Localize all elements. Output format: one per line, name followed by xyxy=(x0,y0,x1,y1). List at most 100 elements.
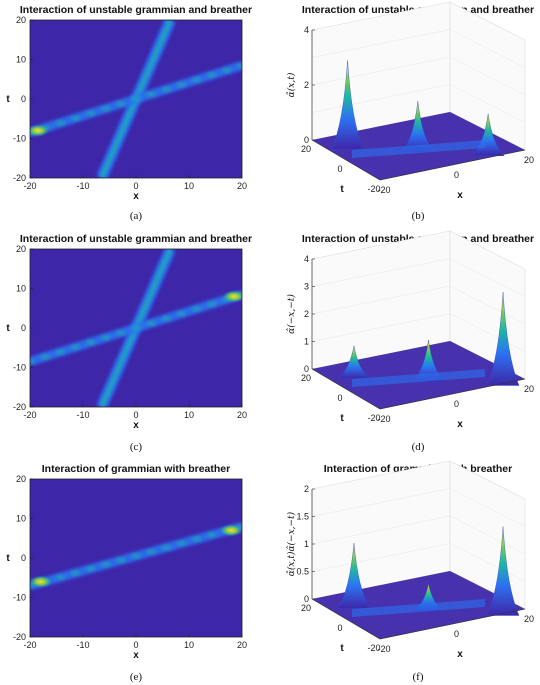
x-tick-label: 0 xyxy=(133,410,138,420)
z-tick-label: 1 xyxy=(304,539,309,549)
breather-oscillation xyxy=(115,101,126,107)
breather-oscillation xyxy=(70,344,81,350)
x-tick-label: -10 xyxy=(76,640,89,650)
breather-oscillation xyxy=(146,549,157,555)
grid-line xyxy=(311,313,451,342)
grid-line xyxy=(449,84,526,123)
y-tick-label: 10 xyxy=(16,514,26,524)
breather-oscillation xyxy=(100,561,111,568)
breather-oscillation xyxy=(191,536,202,542)
surface-panel-b: Interaction of unstable grammian and bre… xyxy=(286,1,534,222)
z-axis-label: α̂(−x,−t) xyxy=(286,294,297,334)
z-tick-label: 4 xyxy=(304,254,309,264)
breather-oscillation xyxy=(115,557,126,563)
breather-oscillation xyxy=(85,339,96,345)
t-tick-label: 20 xyxy=(301,603,311,613)
breather-oscillation xyxy=(221,67,232,73)
peak-hotspot xyxy=(30,575,52,588)
x-tick-label: 20 xyxy=(524,614,534,624)
t-tick-label: -20 xyxy=(367,643,380,653)
grid-line xyxy=(311,285,451,315)
breather-oscillation xyxy=(176,311,187,317)
x-axis-label: x xyxy=(133,650,139,661)
y-tick-label: 10 xyxy=(16,55,26,65)
panel-title: Interaction of unstable grammian and bre… xyxy=(20,233,252,245)
z-tick-label: 4 xyxy=(304,25,309,35)
z-axis-label: α̂(x,t) xyxy=(286,72,297,97)
breather-oscillation xyxy=(206,301,217,307)
y-tick-label: 0 xyxy=(21,553,26,563)
x-axis-label: x xyxy=(457,649,463,660)
z-tick-label: 3 xyxy=(304,282,309,292)
panel-caption: (f) xyxy=(413,671,424,683)
grid-line xyxy=(311,56,451,86)
grid-line xyxy=(311,29,451,58)
heatmap-field xyxy=(30,249,242,407)
surface-panel-d: Interaction of unstable grammian and bre… xyxy=(286,230,534,453)
x-tick-label: 20 xyxy=(237,640,247,650)
heatmap-field xyxy=(30,522,242,590)
breather-oscillation xyxy=(85,110,96,116)
surface-peak xyxy=(337,345,371,379)
y-tick-label: 20 xyxy=(16,474,26,484)
y-tick-label: 20 xyxy=(16,244,26,254)
heatmap-panel-e: Interaction of grammian with breather -20… xyxy=(6,463,247,683)
grid-line xyxy=(311,543,451,572)
surface-peak xyxy=(337,543,371,609)
heatmap-panel-c: Interaction of unstable grammian and bre… xyxy=(6,233,252,453)
y-axis-label: t xyxy=(6,94,10,105)
x-tick-label: 20 xyxy=(524,384,534,394)
y-axis-label: t xyxy=(6,323,10,334)
x-tick-label: -20 xyxy=(377,644,390,654)
breather-oscillation xyxy=(176,540,187,546)
x-tick-label: 20 xyxy=(237,410,247,420)
x-tick-label: -20 xyxy=(23,181,36,191)
surface-peak xyxy=(486,291,520,386)
breather-oscillation xyxy=(191,306,202,312)
panel-caption: (a) xyxy=(130,210,143,222)
breather-oscillation xyxy=(70,115,81,121)
breather-oscillation xyxy=(30,358,35,365)
x-tick-label: 20 xyxy=(524,155,534,165)
t-tick-label: 0 xyxy=(337,393,342,403)
z-tick-label: 0 xyxy=(304,594,309,604)
y-tick-label: 0 xyxy=(21,323,26,333)
breather-oscillation xyxy=(161,86,172,93)
breather-oscillation xyxy=(176,82,187,88)
y-tick-label: -10 xyxy=(13,363,26,373)
breather-oscillation xyxy=(40,354,51,360)
x-axis-label: x xyxy=(133,191,139,202)
surface-ridge xyxy=(352,599,485,617)
breather-oscillation xyxy=(206,532,217,538)
y-tick-label: 20 xyxy=(16,15,26,25)
z-tick-label: 2 xyxy=(304,80,309,90)
x-tick-label: 10 xyxy=(184,181,194,191)
x-tick-label: 0 xyxy=(454,170,459,180)
breather-oscillation xyxy=(237,62,242,69)
t-tick-label: 0 xyxy=(337,623,342,633)
z-tick-label: 2 xyxy=(304,309,309,319)
x-tick-label: -20 xyxy=(377,185,390,195)
breather-oscillation xyxy=(70,570,81,576)
heatmap-panel-a: Interaction of unstable grammian and bre… xyxy=(6,4,252,222)
grid-line xyxy=(449,56,526,96)
t-tick-label: 0 xyxy=(337,164,342,174)
x-axis-label: x xyxy=(457,419,463,430)
x-tick-label: -20 xyxy=(23,640,36,650)
x-tick-label: -20 xyxy=(377,414,390,424)
x-tick-label: 0 xyxy=(133,181,138,191)
y-tick-label: -10 xyxy=(13,593,26,603)
breather-oscillation xyxy=(55,349,66,355)
breather-oscillation xyxy=(191,77,202,83)
t-tick-label: 20 xyxy=(301,144,311,154)
breather-oscillation xyxy=(131,96,141,102)
z-tick-label: 0.5 xyxy=(296,567,309,577)
breather-oscillation xyxy=(206,72,217,78)
breather-oscillation xyxy=(146,320,157,326)
peak-hotspot xyxy=(30,124,49,137)
x-axis-label: x xyxy=(457,190,463,201)
z-tick-label: 1 xyxy=(304,337,309,347)
peak-hotspot xyxy=(220,524,242,537)
y-tick-label: -10 xyxy=(13,134,26,144)
